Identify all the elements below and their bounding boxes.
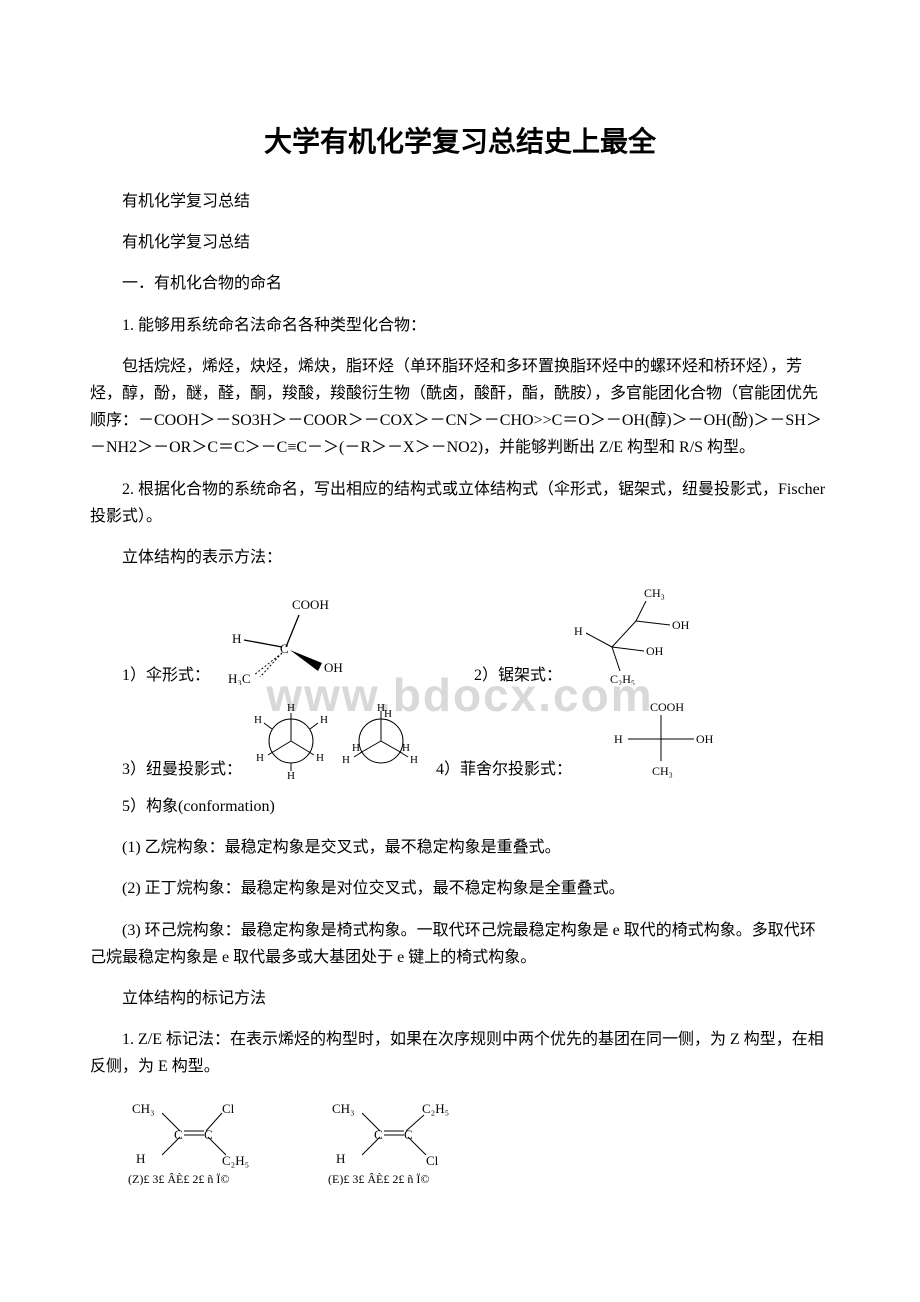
svg-text:H: H: [336, 1151, 345, 1166]
svg-text:H: H: [254, 714, 262, 726]
label-newman: 3）纽曼投影式：: [122, 755, 246, 779]
svg-text:H: H: [402, 742, 410, 754]
svg-text:H: H: [352, 742, 360, 754]
document-content: 大学有机化学复习总结史上最全 有机化学复习总结 有机化学复习总结 一．有机化合物…: [90, 120, 830, 1185]
paragraph: (2) 正丁烷构象：最稳定构象是对位交叉式，最不稳定构象是全重叠式。: [90, 875, 830, 902]
svg-text:H: H: [574, 624, 583, 638]
svg-text:H: H: [384, 708, 392, 720]
svg-text:C: C: [374, 1127, 383, 1142]
svg-text:H: H: [287, 770, 295, 779]
svg-text:CH₃: CH₃: [652, 764, 673, 778]
svg-text:CH₃: CH₃: [644, 586, 665, 600]
svg-text:H: H: [287, 702, 295, 714]
paragraph: 有机化学复习总结: [90, 229, 830, 256]
svg-text:C₂H₅: C₂H₅: [422, 1101, 449, 1116]
diagram-row-2: 3）纽曼投影式： H H H H H H H: [90, 699, 830, 779]
paragraph: 立体结构的表示方法：: [90, 544, 830, 571]
svg-text:OH: OH: [324, 660, 343, 675]
paragraph: (3) 环己烷构象：最稳定构象是椅式构象。一取代环己烷最稳定构象是 e 取代的椅…: [90, 917, 830, 971]
svg-text:H₃C: H₃C: [228, 671, 251, 685]
paragraph: 包括烷烃，烯烃，炔烃，烯炔，脂环烃（单环脂环烃和多环置换脂环烃中的螺环烃和桥环烃…: [90, 353, 830, 462]
svg-text:C₂H₅: C₂H₅: [610, 672, 635, 685]
svg-text:COOH: COOH: [292, 597, 329, 612]
svg-text:H: H: [256, 752, 264, 764]
paragraph: 立体结构的标记方法: [90, 985, 830, 1012]
svg-text:H: H: [614, 732, 623, 746]
paragraph: 2. 根据化合物的系统命名，写出相应的结构式或立体结构式（伞形式，锯架式，纽曼投…: [90, 476, 830, 530]
paragraph: 1. 能够用系统命名法命名各种类型化合物：: [90, 312, 830, 339]
wedge-diagram: COOH H C OH H₃C: [214, 595, 364, 685]
diagram-row-1: 1）伞形式： COOH H C OH H₃C 2）锯架式： CH₃: [90, 585, 830, 685]
svg-text:OH: OH: [696, 732, 714, 746]
svg-text:CH₃: CH₃: [132, 1101, 155, 1116]
svg-text:H: H: [232, 631, 241, 646]
svg-text:OH: OH: [646, 644, 664, 658]
ze-diagram-row: CH₃ Cl C C H C₂H₅ (Z)£ 3£ ÂÈ£ 2£ ñ Ï© CH…: [90, 1095, 830, 1185]
svg-text:(Z)£ 3£ ÂÈ£ 2£ ñ Ï©: (Z)£ 3£ ÂÈ£ 2£ ñ Ï©: [128, 1172, 229, 1185]
ze-e-diagram: CH₃ C₂H₅ C C H Cl (E)£ 3£ ÂÈ£ 2£ ñ Ï©: [322, 1095, 502, 1185]
paragraph: 有机化学复习总结: [90, 188, 830, 215]
svg-text:COOH: COOH: [650, 700, 684, 714]
svg-text:H: H: [136, 1151, 145, 1166]
paragraph: (1) 乙烷构象：最稳定构象是交叉式，最不稳定构象是重叠式。: [90, 834, 830, 861]
paragraph: 1. Z/E 标记法：在表示烯烃的构型时，如果在次序规则中两个优先的基团在同一侧…: [90, 1026, 830, 1080]
svg-text:C: C: [174, 1127, 183, 1142]
svg-text:H: H: [316, 752, 324, 764]
fischer-diagram: COOH H OH CH₃: [606, 699, 716, 779]
label-fischer: 4）菲舍尔投影式：: [436, 755, 576, 779]
svg-text:Cl: Cl: [222, 1101, 235, 1116]
label-sawhorse: 2）锯架式：: [474, 661, 566, 685]
svg-text:C₂H₅: C₂H₅: [222, 1153, 249, 1168]
newman-diagram: H H H H H H H H H: [246, 699, 436, 779]
svg-text:H: H: [320, 714, 328, 726]
svg-text:Cl: Cl: [426, 1153, 439, 1168]
sawhorse-diagram: CH₃ OH H OH C₂H₅: [566, 585, 696, 685]
paragraph: 一．有机化合物的命名: [90, 270, 830, 297]
paragraph: 5）构象(conformation): [90, 793, 830, 820]
svg-text:CH₃: CH₃: [332, 1101, 355, 1116]
svg-text:H: H: [342, 754, 350, 766]
label-wedge: 1）伞形式：: [122, 661, 214, 685]
page-title: 大学有机化学复习总结史上最全: [90, 120, 830, 160]
svg-text:H: H: [410, 754, 418, 766]
ze-z-diagram: CH₃ Cl C C H C₂H₅ (Z)£ 3£ ÂÈ£ 2£ ñ Ï©: [122, 1095, 292, 1185]
svg-text:(E)£ 3£ ÂÈ£ 2£ ñ Ï©: (E)£ 3£ ÂÈ£ 2£ ñ Ï©: [328, 1172, 429, 1185]
svg-text:OH: OH: [672, 618, 690, 632]
